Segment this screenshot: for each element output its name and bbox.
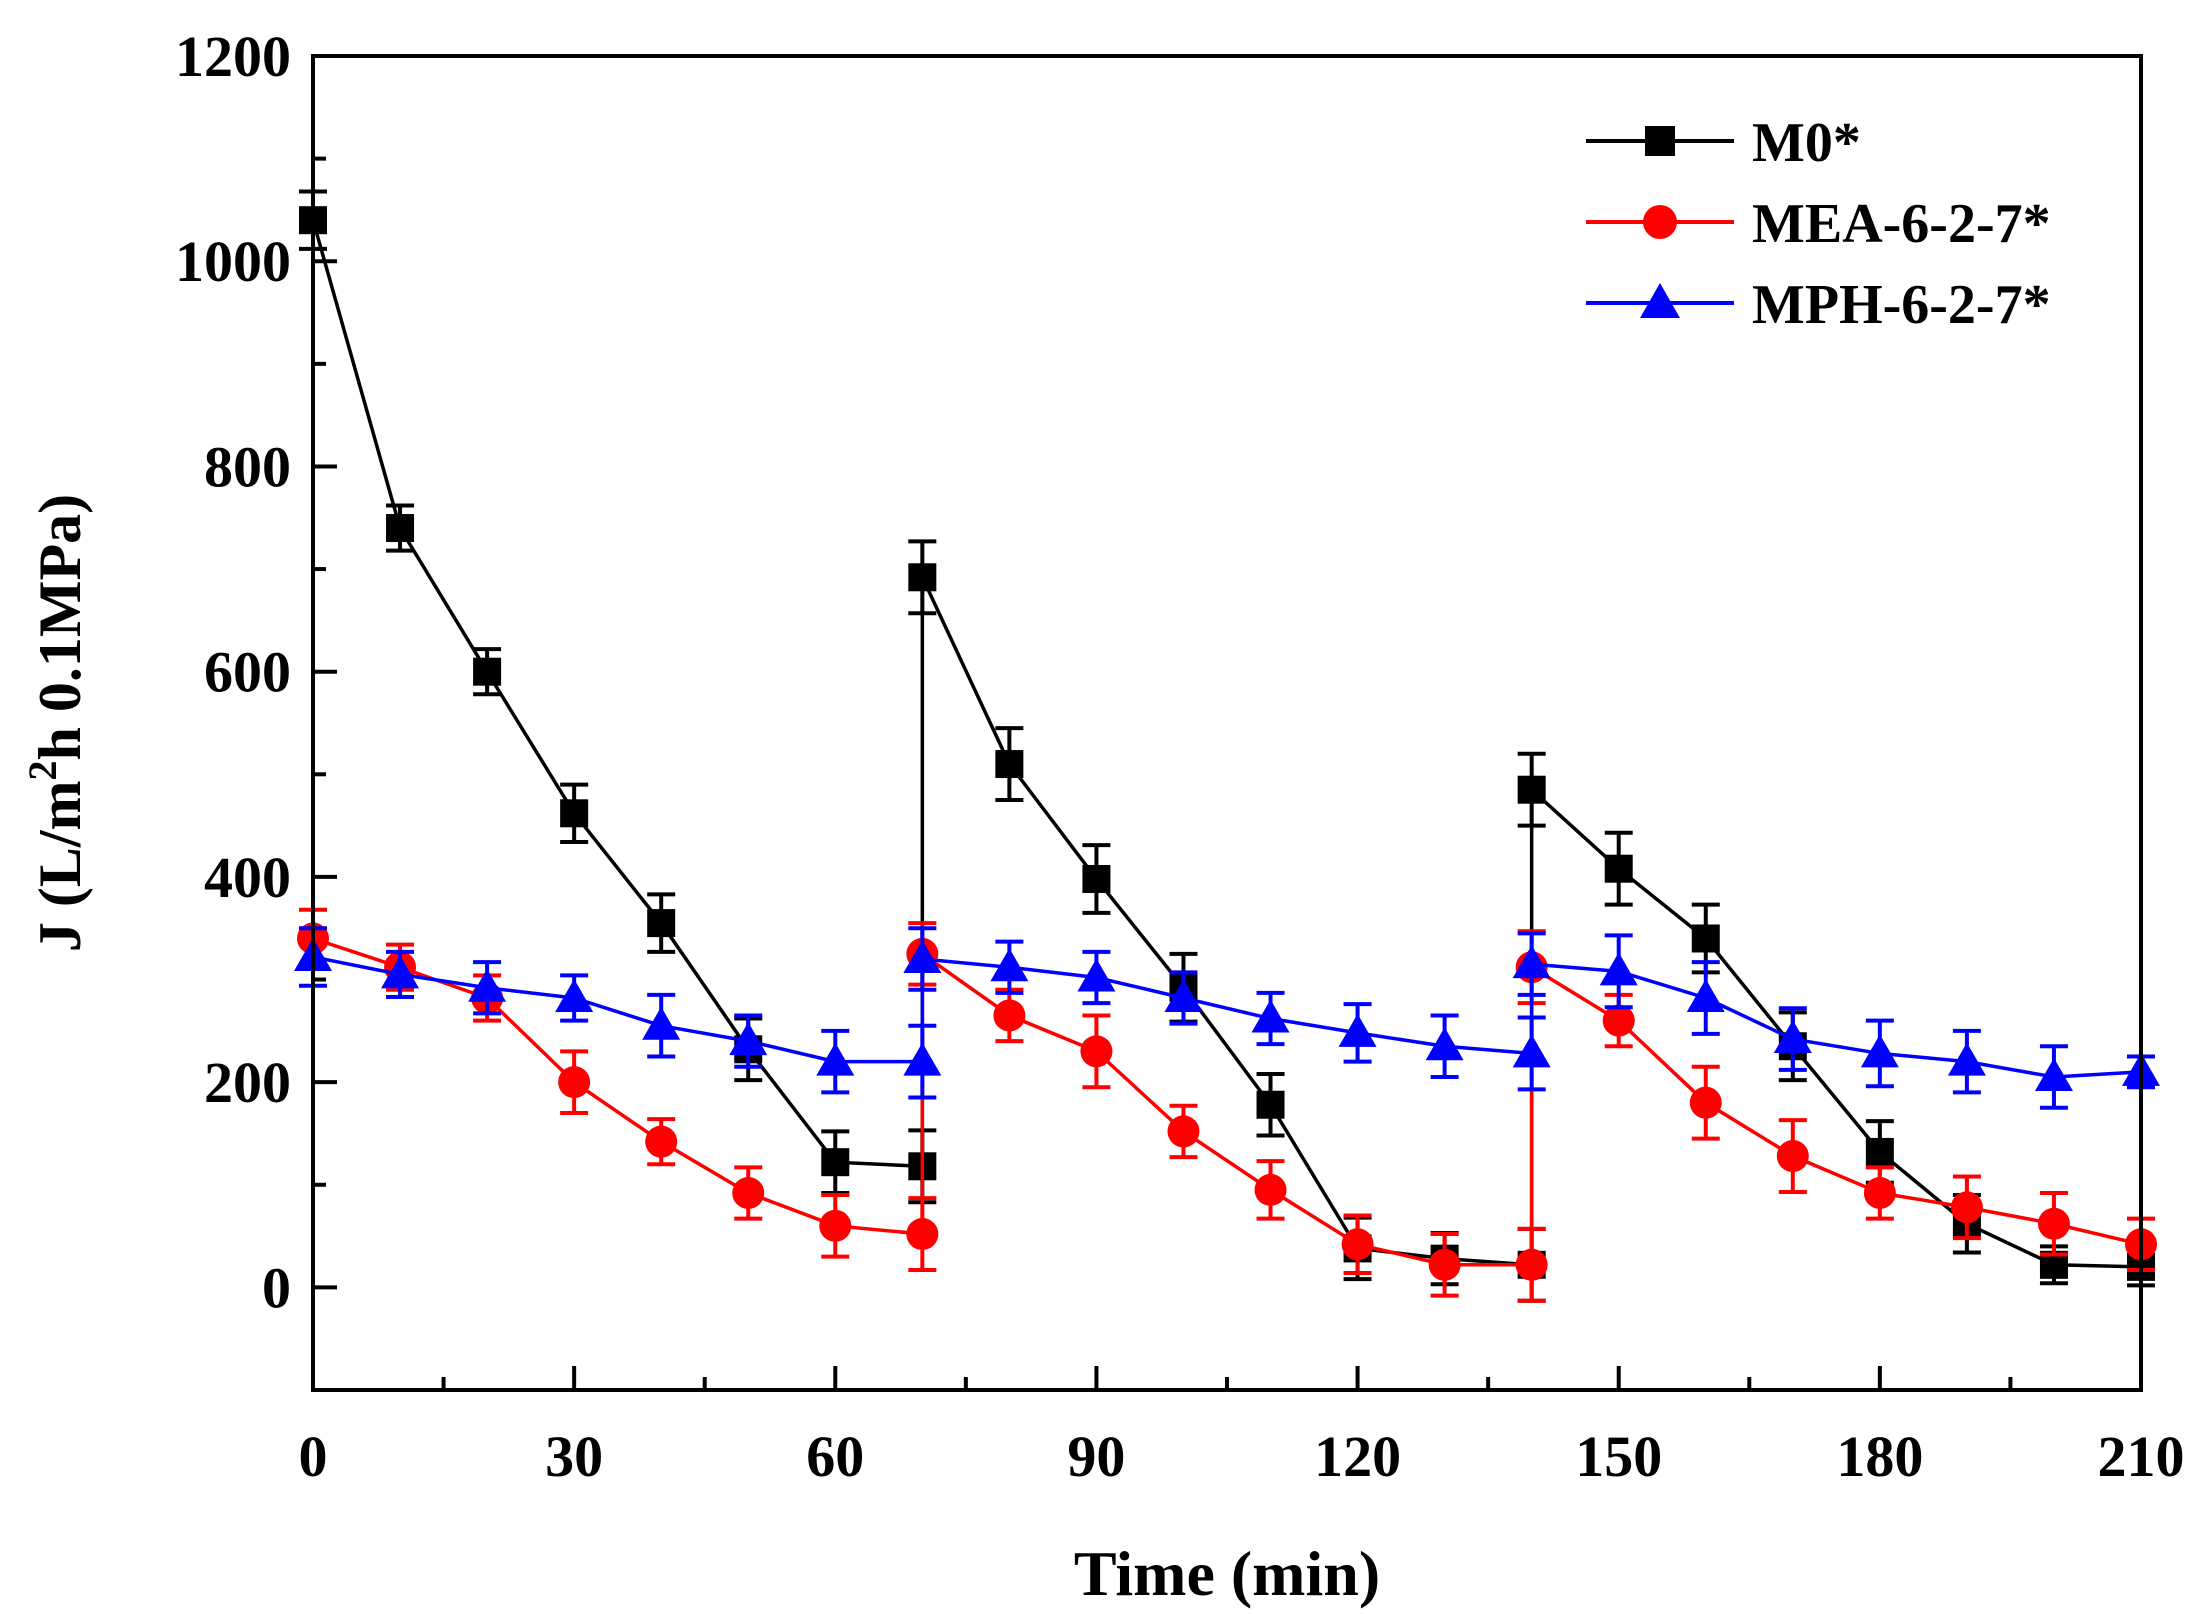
data-point bbox=[995, 750, 1024, 779]
legend-label: MPH-6-2-7* bbox=[1752, 274, 2051, 336]
x-tick-label: 0 bbox=[299, 1424, 328, 1489]
legend-marker bbox=[1645, 126, 1675, 156]
data-point bbox=[1167, 1115, 1200, 1148]
data-point bbox=[1428, 1248, 1461, 1281]
data-point bbox=[1512, 1034, 1551, 1068]
y-tick-label: 400 bbox=[204, 845, 291, 910]
data-point bbox=[468, 968, 507, 1002]
data-point bbox=[647, 909, 676, 938]
data-point bbox=[816, 1042, 855, 1076]
x-tick-label: 150 bbox=[1575, 1424, 1662, 1489]
data-point bbox=[1865, 1137, 1894, 1166]
data-point bbox=[1256, 1090, 1285, 1119]
data-point bbox=[906, 1218, 939, 1251]
data-point bbox=[1686, 979, 1725, 1013]
data-point bbox=[642, 1006, 681, 1040]
data-point bbox=[1251, 999, 1290, 1033]
data-point bbox=[1602, 1004, 1635, 1037]
data-point bbox=[821, 1148, 850, 1177]
data-point bbox=[1077, 958, 1116, 992]
data-point bbox=[1082, 864, 1111, 893]
legend-marker bbox=[1640, 283, 1680, 318]
data-point bbox=[1947, 1042, 1986, 1076]
data-point bbox=[1254, 1173, 1287, 1206]
legend-label: MEA-6-2-7* bbox=[1752, 193, 2051, 255]
data-point bbox=[555, 979, 594, 1013]
series-line bbox=[312, 955, 2142, 1079]
data-point bbox=[1080, 1035, 1113, 1068]
y-tick-label: 200 bbox=[204, 1050, 291, 1115]
y-tick-label: 1200 bbox=[175, 24, 291, 89]
y-tick-label: 800 bbox=[204, 434, 291, 499]
data-point bbox=[1341, 1228, 1374, 1261]
data-point bbox=[1776, 1140, 1809, 1173]
y-tick-label: 1000 bbox=[175, 229, 291, 294]
x-tick-label: 30 bbox=[545, 1424, 603, 1489]
x-tick-label: 90 bbox=[1067, 1424, 1125, 1489]
x-tick-label: 60 bbox=[806, 1424, 864, 1489]
data-point bbox=[903, 1042, 942, 1076]
legend-label: M0* bbox=[1752, 112, 1861, 174]
data-point bbox=[386, 514, 415, 543]
data-point bbox=[1773, 1020, 1812, 1054]
data-point bbox=[1689, 1086, 1722, 1119]
data-point bbox=[1512, 945, 1551, 979]
data-point bbox=[1517, 775, 1546, 804]
legend-item: MEA-6-2-7* bbox=[1586, 193, 2051, 255]
series-mph-6-2-7- bbox=[294, 926, 2160, 1110]
data-point bbox=[1338, 1013, 1377, 1047]
data-point bbox=[645, 1125, 678, 1158]
legend-item: MPH-6-2-7* bbox=[1586, 274, 2051, 336]
legend-item: M0* bbox=[1586, 112, 1861, 174]
data-point bbox=[560, 799, 589, 828]
data-point bbox=[1599, 952, 1638, 986]
data-point bbox=[1691, 924, 1720, 953]
axes: 0 30 60 90 120 150 180 210 0 200 400 600 800 1000 1200 bbox=[175, 24, 2185, 1489]
data-point bbox=[1860, 1034, 1899, 1068]
data-point bbox=[1604, 854, 1633, 883]
legend-marker bbox=[1643, 205, 1677, 239]
data-point bbox=[729, 1022, 768, 1056]
series-mea-6-2-7- bbox=[297, 907, 2157, 1303]
series-m0- bbox=[299, 189, 2155, 1303]
data-point bbox=[990, 948, 1029, 982]
series-line bbox=[312, 936, 2142, 1267]
data-point bbox=[558, 1066, 591, 1099]
data-point bbox=[381, 955, 420, 989]
data-point bbox=[1863, 1176, 1896, 1209]
data-point bbox=[2034, 1058, 2073, 1092]
y-tick-label: 600 bbox=[204, 640, 291, 705]
data-point bbox=[993, 999, 1026, 1032]
y-axis-label: J (L/m2h 0.1MPa) bbox=[20, 494, 93, 952]
x-tick-label: 180 bbox=[1836, 1424, 1923, 1489]
data-point bbox=[732, 1176, 765, 1209]
data-point bbox=[1164, 979, 1203, 1013]
data-point bbox=[819, 1209, 852, 1242]
data-point bbox=[908, 563, 937, 592]
x-axis-label: Time (min) bbox=[1074, 1538, 1380, 1609]
data-point bbox=[1515, 1248, 1548, 1281]
series-line bbox=[311, 219, 2142, 1269]
plot-marks bbox=[294, 189, 2160, 1303]
data-point bbox=[473, 657, 502, 686]
data-point bbox=[903, 940, 942, 974]
data-point bbox=[1950, 1191, 1983, 1224]
x-tick-label: 210 bbox=[2098, 1424, 2185, 1489]
y-tick-label: 0 bbox=[262, 1255, 291, 1320]
x-tick-label: 120 bbox=[1314, 1424, 1401, 1489]
data-point bbox=[1425, 1027, 1464, 1061]
legend: M0* MEA-6-2-7* MPH-6-2-7* bbox=[1586, 112, 2051, 336]
data-point bbox=[2037, 1207, 2070, 1240]
